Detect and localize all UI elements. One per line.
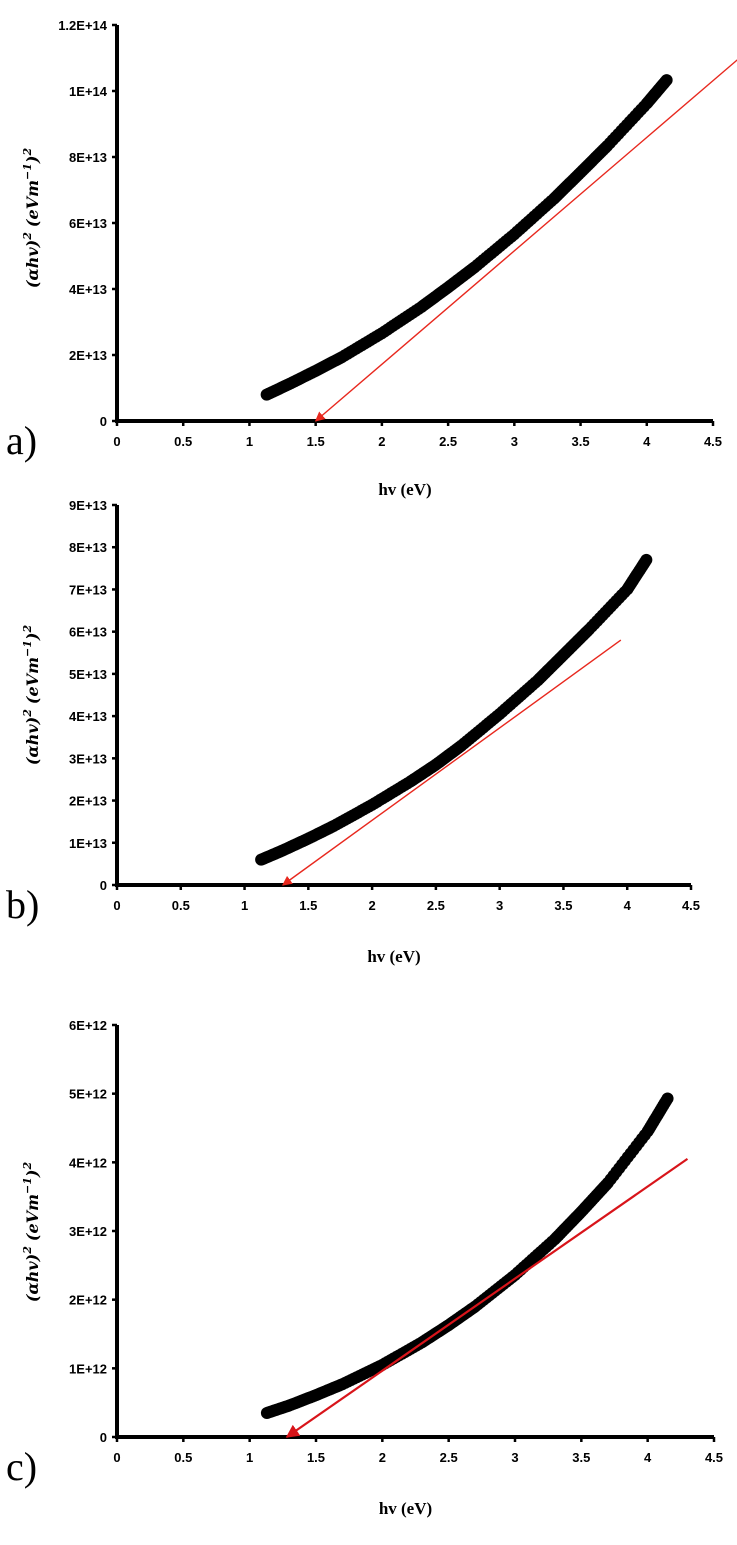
chart-panel-c: 0 0.5 1 1.5 2 2.5 3 3.5 4 4.5 0 1E+12 2E+12 3E+12 4E+1… [6,1018,723,1518]
y-axis-title-part: (αhv) [23,717,42,765]
y-tick-label: 2E+13 [69,794,107,809]
y-tick-label: 2E+13 [69,348,107,363]
x-tick-label: 2 [378,434,385,449]
x-axis-title: hv (eV) [367,947,420,966]
x-tick-label: 3.5 [572,434,590,449]
x-tick-label: 2.5 [427,898,445,913]
y-axis-title-part: ) [23,633,42,642]
data-series [255,553,653,866]
y-tick-label: 8E+13 [69,540,107,555]
y-tick-label: 0 [100,878,107,893]
x-tick-label: 1 [246,1450,253,1465]
x-tick-label: 4.5 [705,1450,723,1465]
x-tick-label: 0.5 [174,434,192,449]
y-axis-title: (αhv)2(eVm−1)2 [21,1162,42,1303]
x-tick-label: 3 [511,434,518,449]
y-axis-title-part: (αhv) [23,240,42,288]
tangent-line [282,639,622,886]
data-point [640,553,653,566]
y-axis-title: (αhv)2(eVm−1)2 [21,148,42,289]
y-axis-title-part: 2 [21,709,34,718]
y-tick-label: 0 [100,1430,107,1445]
x-axis-title: hv (eV) [379,1499,432,1518]
x-tick-label: 0.5 [172,898,190,913]
x-tick-label: 4 [624,898,632,913]
x-axis-title: hv (eV) [378,480,431,499]
panel-label: b) [6,882,39,927]
y-axis-title-part: 2 [21,1162,34,1171]
y-axis-title-part: 2 [21,1246,34,1255]
x-tick-label: 4.5 [682,898,700,913]
y-tick-label: 6E+12 [69,1018,107,1033]
y-axis-title-part: ) [23,1170,42,1179]
y-axis-title-part: 2 [21,625,34,634]
y-axis-title-part: (eVm [23,657,42,704]
x-tick-label: 1.5 [307,434,325,449]
x-tick-label: 2.5 [440,1450,458,1465]
x-tick-label: 0.5 [174,1450,192,1465]
panel-label: c) [6,1444,37,1489]
x-tick-label: 1.5 [307,1450,325,1465]
y-axis-title-part: −1 [21,1177,34,1194]
y-tick-label: 1E+13 [69,836,107,851]
y-axis-title: (αhv)2(eVm−1)2 [21,625,42,766]
y-axis-title-part: (eVm [23,1194,42,1241]
tangent-line [285,1157,689,1438]
panel-label: a) [6,418,37,463]
x-tick-label: 1.5 [299,898,317,913]
y-axis-title-part: (αhv) [23,1254,42,1302]
y-tick-label: 1E+12 [69,1361,107,1376]
y-tick-label: 4E+13 [69,282,107,297]
x-tick-label: 2.5 [439,434,457,449]
x-tick-label: 0 [113,1450,120,1465]
x-tick-label: 3 [496,898,503,913]
x-tick-label: 0 [113,898,120,913]
y-tick-label: 6E+13 [69,625,107,640]
y-tick-label: 1E+14 [69,84,108,99]
chart-panel-a: 0 0.5 1 1.5 2 2.5 3 3.5 4 4.5 0 2E+13 4E+13 6E+13 8E+1… [6,18,737,499]
x-tick-label: 3.5 [554,898,572,913]
x-tick-label: 4 [643,434,651,449]
y-tick-label: 0 [100,414,107,429]
data-series [260,1092,674,1419]
y-axis-title-part: (eVm [23,180,42,227]
y-tick-label: 4E+12 [69,1155,107,1170]
y-tick-label: 5E+13 [69,667,107,682]
y-tick-label: 3E+12 [69,1224,107,1239]
y-tick-label: 4E+13 [69,709,107,724]
x-tick-label: 1 [246,434,253,449]
tangent-line [314,59,737,422]
x-tick-label: 4 [644,1450,652,1465]
y-tick-label: 2E+12 [69,1293,107,1308]
data-point [661,1092,674,1105]
data-point [660,74,673,87]
x-tick-label: 3 [511,1450,518,1465]
y-axis-title-part: −1 [21,163,34,180]
x-tick-label: 2 [379,1450,386,1465]
y-axis-title-part: −1 [21,640,34,657]
x-tick-label: 2 [368,898,375,913]
y-tick-label: 7E+13 [69,582,107,597]
y-axis-title-part: 2 [21,148,34,157]
x-tick-label: 1 [241,898,248,913]
y-tick-label: 5E+12 [69,1087,107,1102]
x-tick-label: 0 [113,434,120,449]
x-tick-label: 3.5 [572,1450,590,1465]
y-axis-title-part: ) [23,156,42,165]
y-tick-label: 8E+13 [69,150,107,165]
y-tick-label: 6E+13 [69,216,107,231]
y-tick-label: 3E+13 [69,751,107,766]
y-tick-label: 9E+13 [69,498,107,513]
data-series [260,74,673,401]
y-axis-title-part: 2 [21,232,34,241]
x-tick-label: 4.5 [704,434,722,449]
y-tick-label: 1.2E+14 [58,18,108,33]
chart-panel-b: 0 0.5 1 1.5 2 2.5 3 3.5 4 4.5 0 1E+13 2E+13 3E+13 4E+1… [6,498,700,966]
